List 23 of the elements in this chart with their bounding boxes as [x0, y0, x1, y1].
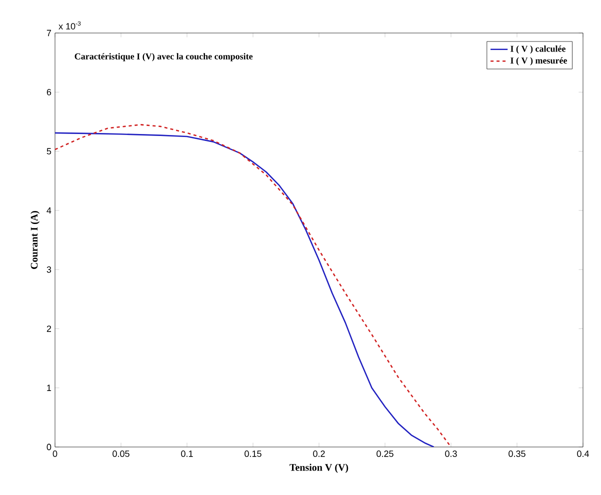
x-tick-label: 0.15: [244, 450, 262, 457]
x-tick-label: 0.05: [112, 450, 130, 457]
x-tick-label: 0.2: [313, 450, 325, 457]
x-tick-label: 0.4: [577, 450, 589, 457]
y-tick-label: 7: [46, 30, 52, 36]
y-tick-label: 4: [46, 207, 52, 214]
y-tick-label: 0: [46, 444, 52, 450]
x-tick-label: 0.1: [181, 450, 193, 457]
x-tick-label: 0.35: [508, 450, 526, 457]
x-tick-label: 0.25: [376, 450, 394, 457]
y-tick-label: 3: [46, 266, 52, 273]
x-tick-label: 0.3: [445, 450, 457, 457]
x-tick-label: 0: [52, 450, 58, 457]
legend-label: I ( V ) mesurée: [510, 57, 567, 66]
y-tick-label: 1: [47, 384, 52, 391]
legend-label: I ( V ) calculée: [510, 45, 566, 54]
y-tick-label: 5: [46, 148, 52, 154]
y-tick-label: 6: [46, 88, 52, 96]
y-tick-label: 2: [46, 326, 52, 332]
text: Caractéristique I (V) avec la couche composite: [74, 53, 253, 62]
y-axis-title: Courant I (A): [30, 211, 40, 269]
text: x 10$^{-3}$: [58, 21, 81, 30]
x-axis-title: Tension V (V): [290, 464, 348, 473]
